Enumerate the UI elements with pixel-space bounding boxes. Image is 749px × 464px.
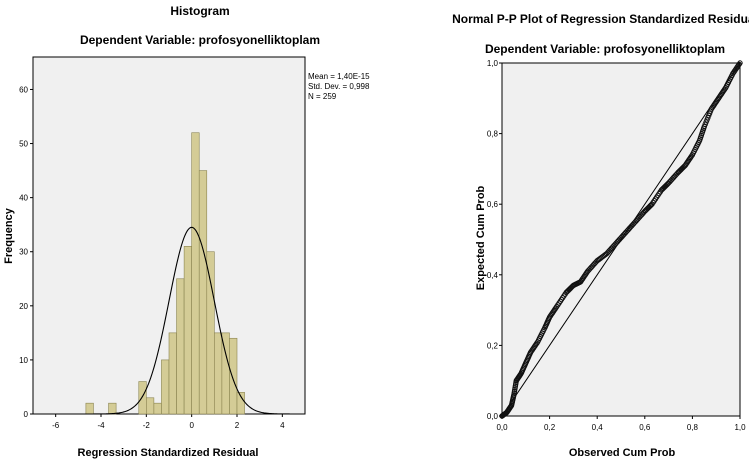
histogram-bar-12 [214,332,223,415]
histogram-bar-7 [176,278,185,415]
pp-y-tick-label-0: 0,0 [487,412,499,421]
pp-y-tick-label-3: 0,6 [487,200,499,209]
pp-y-tick-label-5: 1,0 [487,59,499,68]
histogram-bar-1 [108,402,117,415]
stat-mean: Mean = 1,40E-15 [308,72,370,81]
histogram-bar-3 [146,397,155,415]
pp-x-tick-label-2: 0,4 [592,423,604,432]
stat-n: N = 259 [308,92,337,101]
pp-y-label: Expected Cum Prob [475,185,487,290]
histogram-y-tick-label-20: 20 [19,302,28,311]
histogram-x-tick-label--4: -4 [97,421,105,430]
histogram-subtitle: Dependent Variable: profosyonelliktoplam [80,33,320,47]
histogram-x-tick-label-0: 0 [189,421,194,430]
histogram-bar-8 [183,246,192,415]
pp-title: Normal P-P Plot of Regression Standardiz… [452,12,749,26]
histogram-bar-13 [221,332,230,415]
histogram-y-tick-label-10: 10 [19,356,28,365]
histogram-bar-10 [198,170,208,415]
pp-point-272 [737,60,743,66]
histogram-bar-5 [161,359,170,415]
histogram-title: Histogram [170,4,229,18]
pp-x-label: Observed Cum Prob [569,447,676,459]
histogram-bar-6 [168,332,177,415]
pp-y-tick-label-2: 0,4 [487,271,499,280]
pp-x-tick-label-3: 0,6 [639,423,651,432]
histogram-x-tick-label--6: -6 [52,421,60,430]
pp-x-tick-label-1: 0,2 [544,423,556,432]
pp-subtitle: Dependent Variable: profosyonelliktoplam [485,42,725,56]
pp-x-tick-label-0: 0,0 [496,423,508,432]
histogram-x-tick-label-2: 2 [235,421,240,430]
histogram-y-tick-label-40: 40 [19,194,28,203]
histogram-normal-curve [33,226,305,415]
histogram-bar-4 [153,402,162,415]
histogram-y-tick-label-50: 50 [19,140,28,149]
histogram-bar-0 [85,402,94,415]
histogram-bar-9 [191,132,200,415]
pp-x-tick-label-4: 0,8 [687,423,699,432]
histogram-y-tick-label-60: 60 [19,85,28,94]
pp-y-tick-label-4: 0,8 [487,130,499,139]
histogram-bar-11 [206,251,215,415]
histogram-bar-14 [229,337,238,415]
histogram-x-tick-label-4: 4 [280,421,285,430]
histogram-y-tick-label-30: 30 [19,248,28,257]
histogram-y-label: Frequency [3,207,15,264]
histogram-y-tick-label-0: 0 [24,410,29,419]
histogram-bar-2 [138,381,147,415]
histogram-bar-15 [236,392,245,415]
pp-y-tick-label-1: 0,2 [487,341,499,350]
histogram-x-tick-label--2: -2 [143,421,151,430]
stat-sd: Std. Dev. = 0,998 [308,82,370,91]
pp-x-tick-label-5: 1,0 [734,423,746,432]
histogram-x-label: Regression Standardized Residual [78,447,259,459]
